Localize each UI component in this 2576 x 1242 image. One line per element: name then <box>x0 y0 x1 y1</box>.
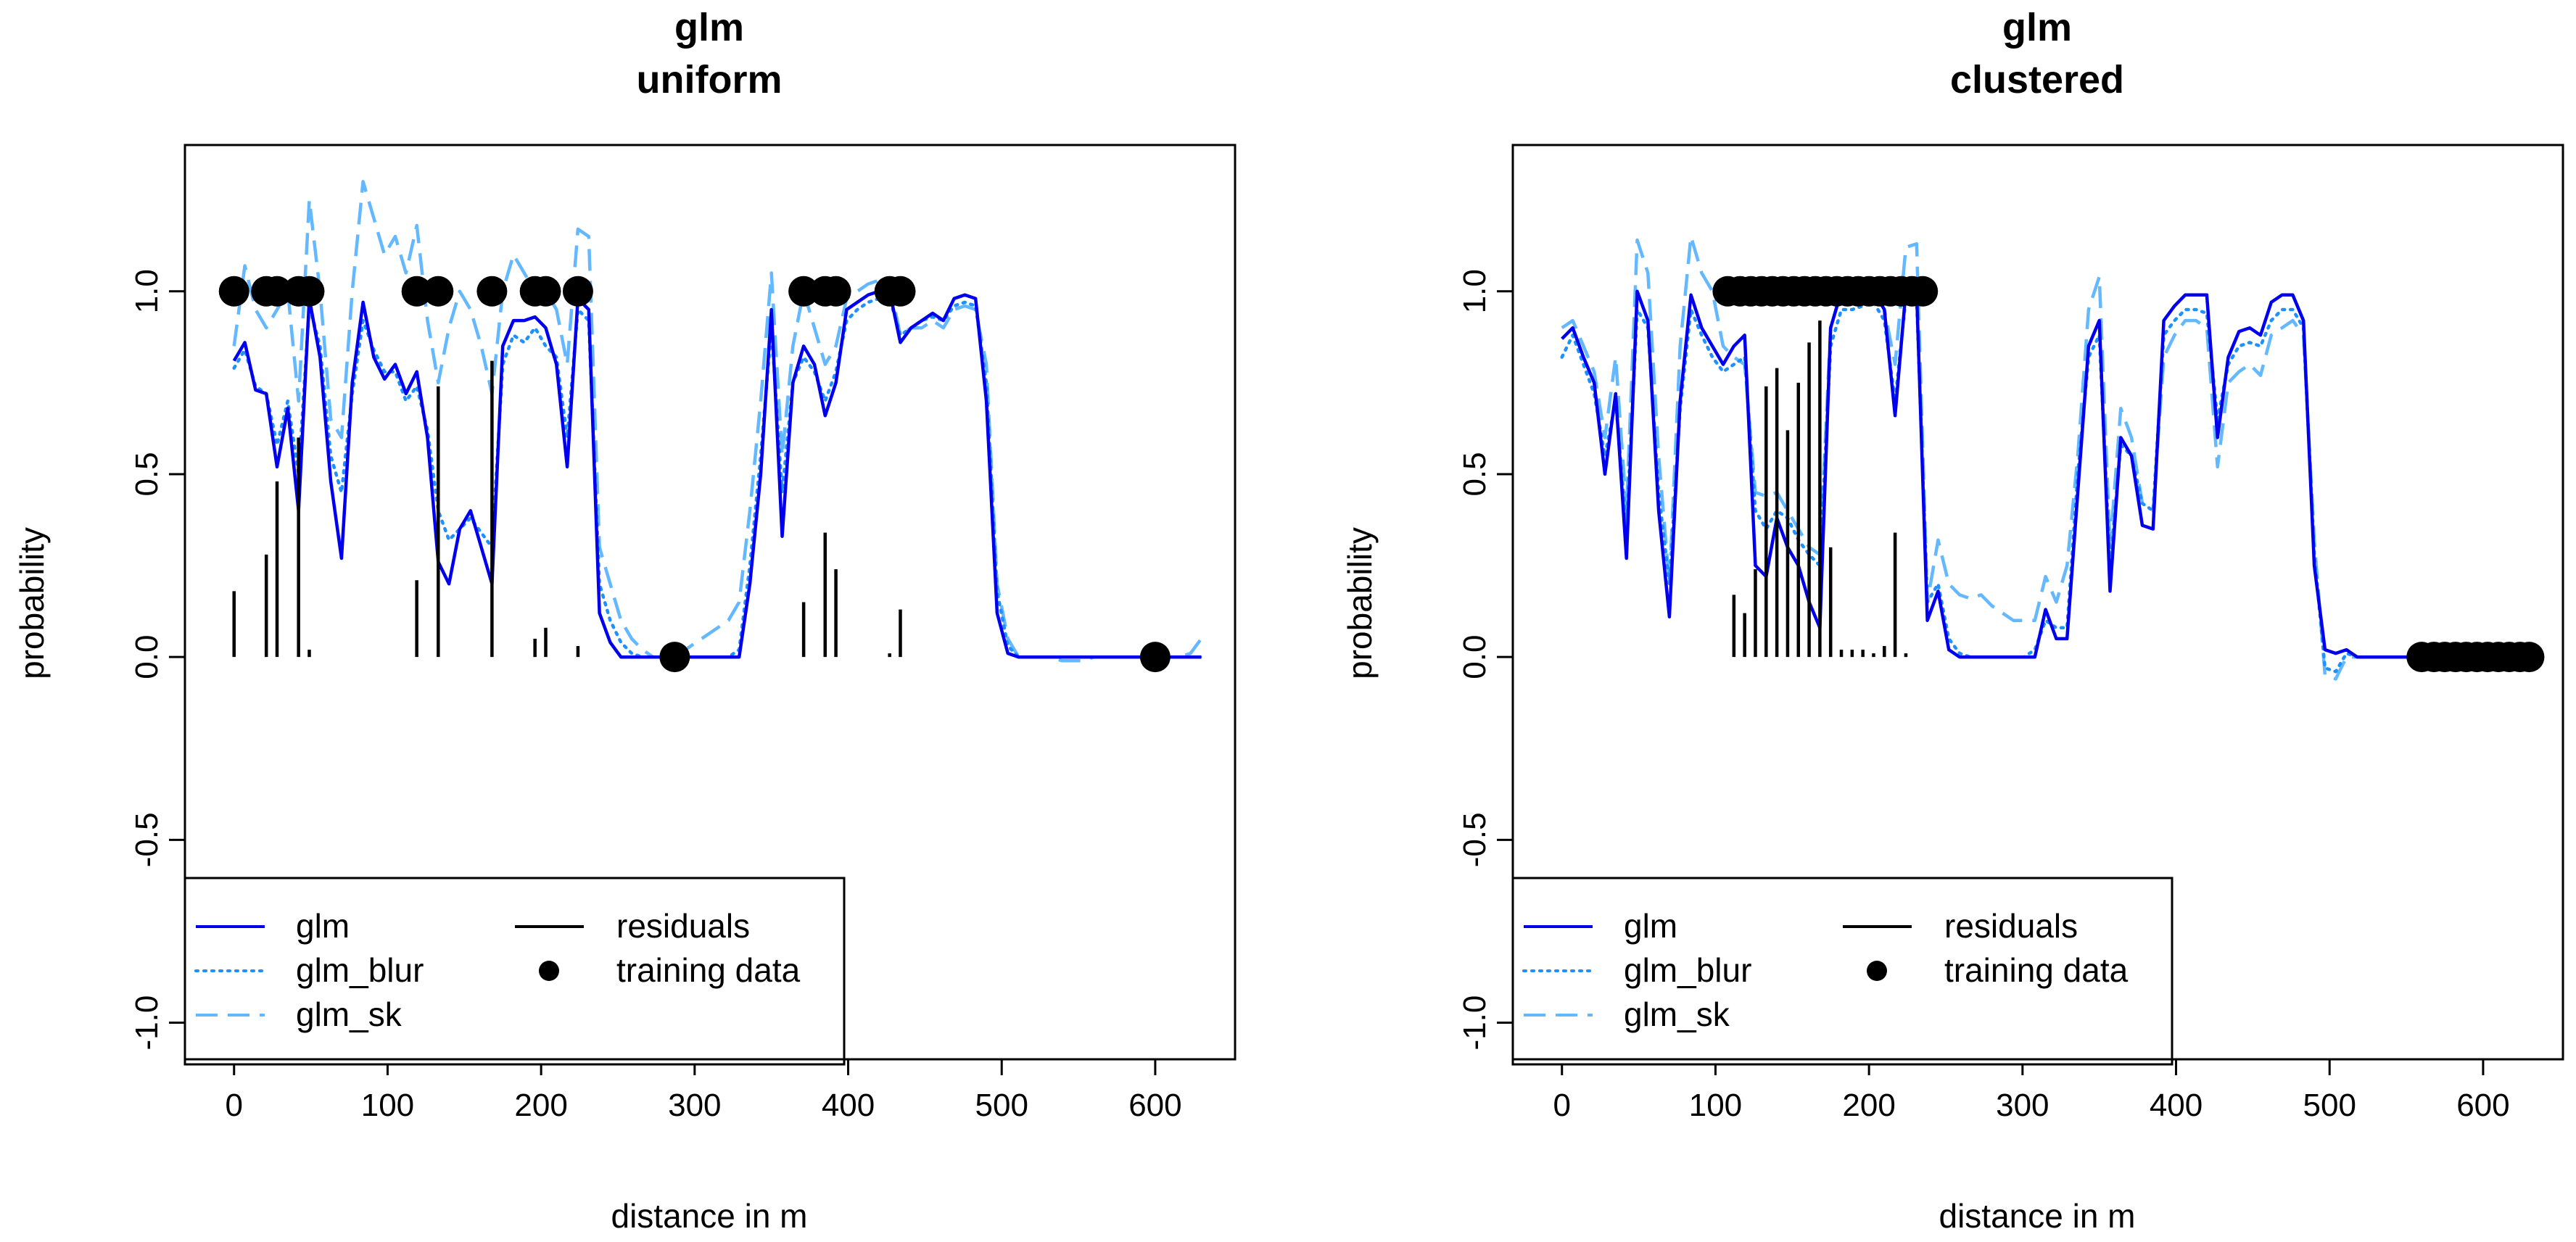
y-tick-label: 0.5 <box>1457 452 1493 496</box>
training-point <box>530 276 561 307</box>
panel-uniform: glm uniform probability distance in m 0 1… <box>13 6 1237 1235</box>
panel-title-line1: glm <box>2002 6 2072 49</box>
training-point <box>1907 276 1939 307</box>
x-tick-label: 600 <box>1128 1088 1181 1123</box>
x-tick-label: 100 <box>361 1088 414 1123</box>
plot-area: 0 100 200 300 400 500 600 -1.0 -0.5 0.0 0.5 1.0 <box>129 180 1203 1123</box>
x-tick-label: 600 <box>2456 1088 2509 1123</box>
y-tick-label: -0.5 <box>129 812 165 867</box>
x-tick-label: 0 <box>1553 1088 1571 1123</box>
legend-label-glm-blur: glm_blur <box>1624 951 1751 989</box>
training-point <box>885 276 916 307</box>
y-tick-label: 0.0 <box>1457 635 1493 679</box>
training-point <box>820 276 851 307</box>
legend-label-training-data: training data <box>616 951 801 989</box>
legend: glm glm_blur glm_sk residuals training d… <box>183 877 846 1066</box>
plot-frame <box>183 144 1237 1061</box>
series-line-glm-blur <box>232 297 1203 659</box>
x-tick-label: 200 <box>1842 1088 1895 1123</box>
panel-title-line2: clustered <box>1950 58 2124 102</box>
y-tick-label: -0.5 <box>1457 812 1493 867</box>
legend-label-glm-blur: glm_blur <box>296 951 424 989</box>
legend-label-residuals: residuals <box>1944 907 2078 945</box>
legend-box <box>183 877 846 1066</box>
y-axis-label: probability <box>13 527 51 679</box>
y-tick-label: -1.0 <box>1457 995 1493 1051</box>
series-line-glm <box>232 289 1202 659</box>
legend-key-training-data <box>539 961 559 981</box>
training-point <box>476 276 508 307</box>
training-point <box>788 276 820 307</box>
x-axis-label: distance in m <box>1939 1197 2135 1235</box>
x-tick-label: 200 <box>514 1088 567 1123</box>
y-axis-label: probability <box>1341 527 1379 679</box>
legend-label-glm: glm <box>296 907 350 945</box>
x-tick-label: 400 <box>2150 1088 2203 1123</box>
x-tick-label: 400 <box>822 1088 875 1123</box>
training-point <box>262 276 293 307</box>
training-point <box>659 642 690 673</box>
legend-key-training-data <box>1867 961 1887 981</box>
y-tick-label: 1.0 <box>1457 269 1493 313</box>
training-point <box>2514 642 2545 673</box>
legend-label-residuals: residuals <box>616 907 750 945</box>
x-axis-label: distance in m <box>611 1197 807 1235</box>
panel-clustered: glm clustered probability distance in m … <box>1341 6 2564 1235</box>
panel-title-line2: uniform <box>637 58 783 102</box>
x-tick-label: 500 <box>2303 1088 2356 1123</box>
legend: glm glm_blur glm_sk residuals training d… <box>1511 877 2174 1066</box>
training-point <box>218 276 249 307</box>
training-point <box>401 276 432 307</box>
legend-label-glm-sk: glm_sk <box>1624 995 1730 1033</box>
legend-label-glm: glm <box>1624 907 1677 945</box>
x-tick-label: 300 <box>1996 1088 2049 1123</box>
x-tick-label: 300 <box>668 1088 721 1123</box>
plot-frame <box>1511 144 2564 1061</box>
x-tick-label: 100 <box>1689 1088 1742 1123</box>
y-tick-label: -1.0 <box>129 995 165 1051</box>
training-point <box>423 276 454 307</box>
y-tick-label: 0.0 <box>129 635 165 679</box>
legend-box <box>1511 877 2174 1066</box>
legend-label-training-data: training data <box>1944 951 2129 989</box>
training-point <box>294 276 325 307</box>
legend-label-glm-sk: glm_sk <box>296 995 402 1033</box>
panel-title-line1: glm <box>674 6 744 49</box>
x-tick-label: 0 <box>226 1088 243 1123</box>
y-tick-label: 1.0 <box>129 269 165 313</box>
y-tick-label: 0.5 <box>129 452 165 496</box>
series-line-glm <box>1561 289 2530 659</box>
x-tick-label: 500 <box>975 1088 1028 1123</box>
training-point <box>562 276 593 307</box>
series-line-glm-sk <box>232 180 1203 663</box>
plot-area: 0 100 200 300 400 500 600 -1.0 -0.5 0.0 0.5 1.0 <box>1457 234 2545 1123</box>
training-point <box>1139 642 1171 673</box>
